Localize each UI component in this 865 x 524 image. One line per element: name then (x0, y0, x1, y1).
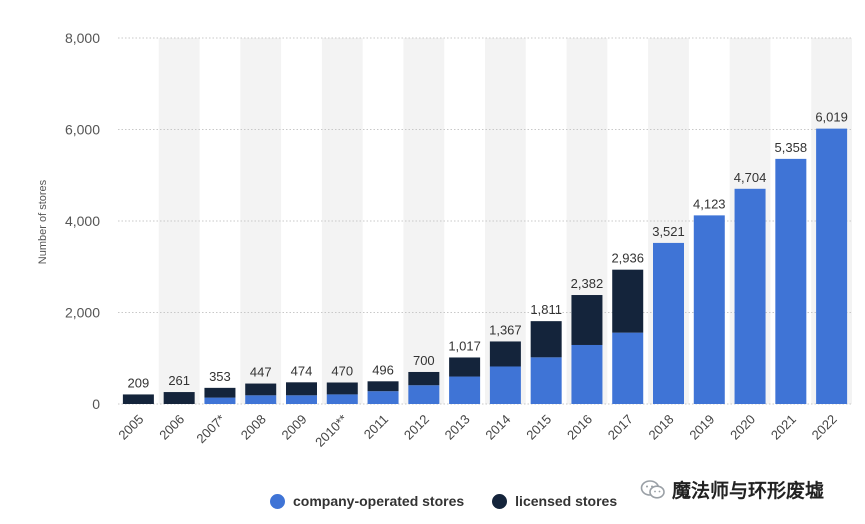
bar-total-label: 1,017 (448, 338, 481, 353)
bar-company-operated[interactable] (408, 385, 440, 404)
x-tick-label: 2016 (564, 412, 595, 443)
legend-label-licensed: licensed stores (515, 493, 618, 509)
bar-licensed[interactable] (326, 382, 358, 395)
wechat-icon (640, 479, 666, 501)
bars (122, 128, 848, 405)
legend-swatch-licensed (492, 493, 508, 509)
x-tick-label: 2015 (523, 412, 554, 443)
bar-company-operated[interactable] (653, 242, 684, 404)
bar-total-label: 496 (372, 362, 394, 377)
bar-total-label: 2,936 (611, 251, 644, 266)
x-tick-label: 2018 (646, 412, 677, 443)
bar-licensed[interactable] (571, 295, 603, 345)
x-tick-label: 2007* (193, 412, 228, 447)
bar-company-operated[interactable] (449, 376, 481, 404)
bar-company-operated[interactable] (530, 357, 562, 404)
bar-total-label: 447 (250, 365, 272, 380)
bar-company-operated[interactable] (204, 397, 236, 404)
x-tick-label: 2020 (727, 412, 758, 443)
bar-company-operated[interactable] (367, 391, 399, 404)
bar-total-label: 4,704 (734, 170, 767, 185)
watermark-text: 魔法师与环形废墟 (672, 481, 825, 502)
bar-company-operated[interactable] (775, 158, 807, 404)
y-axis-label: Number of stores (37, 179, 49, 264)
x-tick-label: 2010** (312, 412, 350, 450)
bar-total-labels: 209 261 353 447 474 470 496 700 1,017 1,367 1,811 2… (128, 110, 848, 391)
legend-item-licensed[interactable]: licensed stores (492, 493, 617, 509)
bar-company-operated[interactable] (816, 128, 848, 405)
x-tick-label: 2006 (156, 412, 187, 443)
watermark: 魔法师与环形废墟 (640, 476, 824, 503)
bar-licensed[interactable] (612, 269, 644, 333)
bar-company-operated[interactable] (693, 215, 725, 404)
bar-total-label: 2,382 (571, 276, 604, 291)
legend: company-operated stores licensed stores (270, 493, 617, 509)
bar-company-operated[interactable] (286, 395, 317, 404)
x-tick-label: 2013 (442, 412, 473, 443)
bar-company-operated[interactable] (489, 366, 521, 404)
bar-total-label: 6,019 (815, 110, 848, 125)
bar-licensed[interactable] (489, 341, 521, 367)
x-tick-label: 2008 (238, 412, 269, 443)
band (240, 38, 282, 404)
x-tick-label: 2017 (605, 412, 636, 443)
bar-licensed[interactable] (530, 321, 562, 358)
bar-licensed[interactable] (163, 392, 195, 404)
y-tick-label: 8,000 (65, 30, 100, 46)
y-tick-label: 2,000 (65, 305, 100, 321)
bar-licensed[interactable] (449, 357, 481, 377)
y-axis-ticks: 0 2,000 4,000 6,000 8,000 (65, 30, 100, 412)
bar-total-label: 209 (128, 375, 150, 390)
bar-total-label: 5,358 (775, 140, 808, 155)
y-tick-label: 4,000 (65, 213, 100, 229)
legend-label-company-operated: company-operated stores (293, 493, 465, 509)
legend-item-company-operated[interactable]: company-operated stores (270, 493, 464, 509)
y-tick-label: 6,000 (65, 122, 100, 138)
bar-total-label: 1,811 (530, 302, 562, 317)
bar-total-label: 353 (209, 369, 231, 384)
bar-company-operated[interactable] (612, 332, 644, 404)
x-tick-label: 2019 (686, 412, 717, 443)
x-tick-label: 2022 (809, 412, 840, 443)
x-tick-label: 2014 (482, 412, 513, 443)
bar-total-label: 4,123 (693, 196, 726, 211)
bar-licensed[interactable] (408, 371, 440, 386)
bar-total-label: 261 (168, 373, 190, 388)
bar-company-operated[interactable] (245, 395, 277, 404)
x-tick-label: 2005 (115, 412, 146, 443)
x-tick-label: 2021 (768, 412, 799, 443)
bar-total-label: 474 (291, 363, 313, 378)
y-tick-label: 0 (92, 396, 100, 412)
x-axis-ticks: 2005 2006 2007* 2008 2009 2010** 2011 2012 2013 2… (115, 412, 839, 450)
x-tick-label: 2012 (401, 412, 432, 443)
bar-total-label: 700 (413, 353, 435, 368)
x-tick-label: 2009 (279, 412, 310, 443)
bar-company-operated[interactable] (734, 188, 766, 404)
bar-licensed[interactable] (122, 394, 154, 404)
bar-licensed[interactable] (367, 381, 399, 392)
bar-total-label: 3,521 (652, 224, 685, 239)
bar-company-operated[interactable] (571, 344, 603, 404)
bar-company-operated[interactable] (326, 394, 358, 404)
bar-total-label: 470 (331, 363, 353, 378)
legend-swatch-company-operated (270, 493, 285, 509)
bar-licensed[interactable] (204, 387, 236, 398)
bar-licensed[interactable] (286, 382, 317, 396)
x-tick-label: 2011 (361, 412, 391, 442)
bar-total-label: 1,367 (489, 322, 522, 337)
bar-licensed[interactable] (245, 383, 277, 396)
